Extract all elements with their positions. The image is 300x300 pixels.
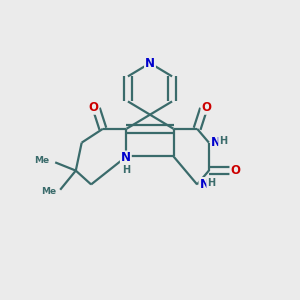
Text: Me: Me	[34, 156, 49, 165]
Text: N: N	[145, 57, 155, 70]
Text: O: O	[202, 101, 212, 114]
Text: H: H	[219, 136, 227, 146]
Text: O: O	[230, 164, 240, 177]
Text: N: N	[211, 136, 221, 149]
Text: H: H	[122, 165, 130, 175]
Text: N: N	[200, 178, 209, 191]
Text: N: N	[121, 152, 131, 164]
Text: H: H	[207, 178, 215, 188]
Text: O: O	[88, 101, 98, 114]
Text: Me: Me	[41, 187, 56, 196]
